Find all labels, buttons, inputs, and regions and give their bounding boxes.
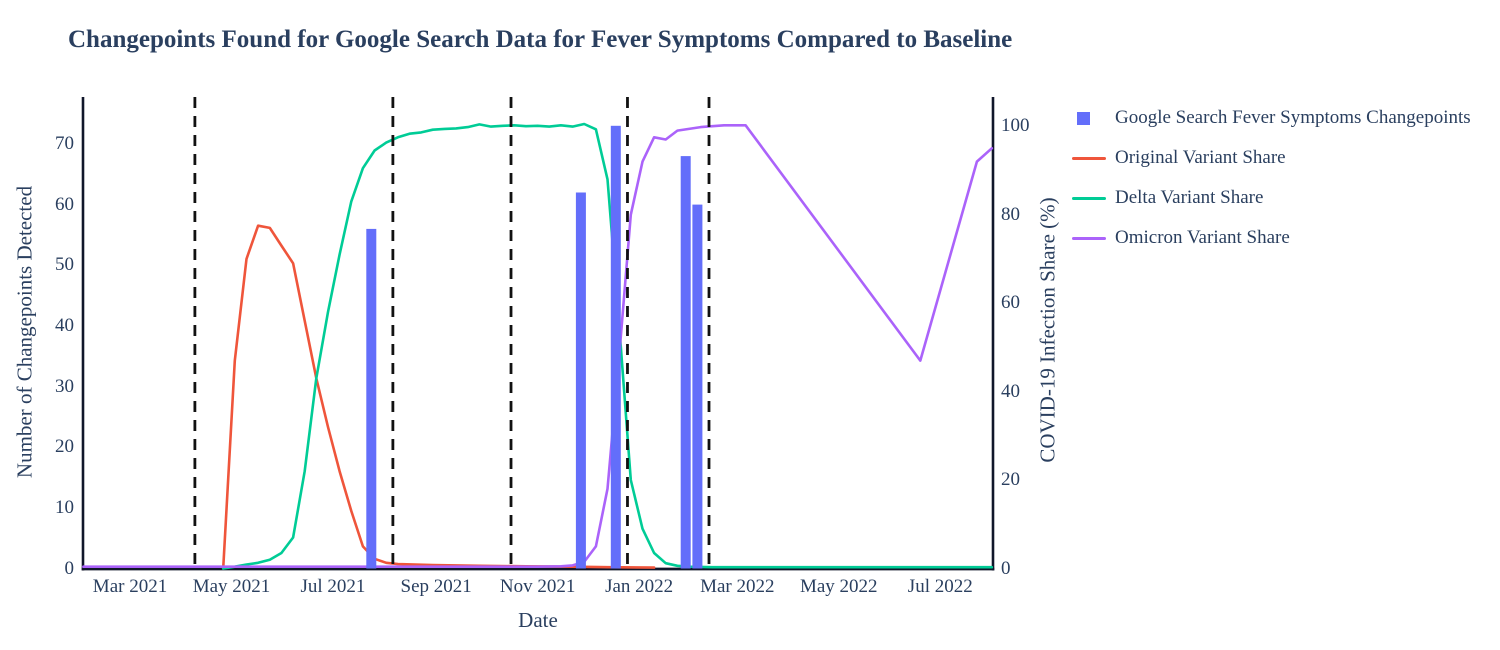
x-tick-label: Mar 2022 [700, 576, 775, 597]
y-left-tick-label: 50 [55, 254, 74, 276]
y-right-tick-label: 0 [1001, 557, 1011, 579]
legend-item-original-variant[interactable]: Original Variant Share [1072, 138, 1471, 178]
line-original-variant-share [221, 224, 656, 570]
line-delta-variant-share [221, 122, 994, 570]
legend-item-label: Google Search Fever Symptoms Changepoint… [1115, 107, 1471, 128]
changepoint-bar [575, 192, 586, 569]
x-axis-title: Date [518, 608, 558, 632]
y-left-tick-label: 60 [55, 193, 74, 215]
x-tick-label: Sep 2021 [400, 576, 472, 597]
legend-item-label: Delta Variant Share [1115, 187, 1264, 208]
changepoint-bar [366, 228, 377, 569]
y-right-tick-label: 80 [1001, 203, 1020, 225]
x-tick-label: May 2022 [799, 576, 878, 597]
y-left-tick-label: 70 [55, 132, 74, 154]
omicron-variant-line-marker-icon [1072, 236, 1106, 240]
x-tick-label: Jul 2021 [300, 576, 366, 597]
y-right-tick-label: 40 [1001, 380, 1020, 402]
y-right-tick-label: 60 [1001, 292, 1020, 314]
y-left-tick-label: 40 [55, 314, 74, 336]
line-omicron-variant-share [82, 124, 994, 569]
y-left-tick-label: 10 [55, 496, 74, 518]
x-tick-label: Nov 2021 [499, 576, 576, 597]
x-tick-label: Jan 2022 [605, 576, 674, 597]
changepoint-bar [692, 204, 703, 569]
y-right-tick-label: 100 [1001, 115, 1030, 137]
y-right-axis-title: COVID-19 Infection Share (%) [1035, 197, 1060, 463]
changepoint-bar [610, 125, 621, 569]
original-variant-line-marker-icon [1072, 156, 1106, 160]
delta-variant-line-marker-icon [1072, 196, 1106, 200]
y-left-tick-label: 20 [55, 436, 74, 458]
changepoints-square-marker-icon [1077, 111, 1090, 125]
x-tick-label: Mar 2021 [92, 576, 168, 597]
x-tick-label: Jul 2022 [907, 576, 973, 597]
y-left-tick-label: 0 [64, 557, 75, 579]
x-tick-label: May 2021 [192, 576, 271, 597]
changepoint-bar [680, 156, 691, 569]
legend-item-label: Omicron Variant Share [1115, 227, 1290, 248]
legend: Google Search Fever Symptoms Changepoint… [1072, 98, 1471, 258]
legend-item-changepoints[interactable]: Google Search Fever Symptoms Changepoint… [1072, 98, 1471, 138]
legend-item-delta-variant[interactable]: Delta Variant Share [1072, 178, 1471, 218]
legend-item-omicron-variant[interactable]: Omicron Variant Share [1072, 218, 1471, 258]
y-right-tick-label: 20 [1001, 469, 1020, 491]
legend-item-label: Original Variant Share [1115, 147, 1286, 168]
chart-title: Changepoints Found for Google Search Dat… [68, 26, 1013, 53]
y-left-tick-label: 30 [55, 375, 74, 397]
